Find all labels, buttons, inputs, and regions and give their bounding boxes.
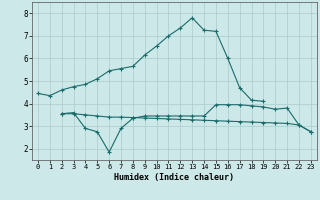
- X-axis label: Humidex (Indice chaleur): Humidex (Indice chaleur): [115, 173, 234, 182]
